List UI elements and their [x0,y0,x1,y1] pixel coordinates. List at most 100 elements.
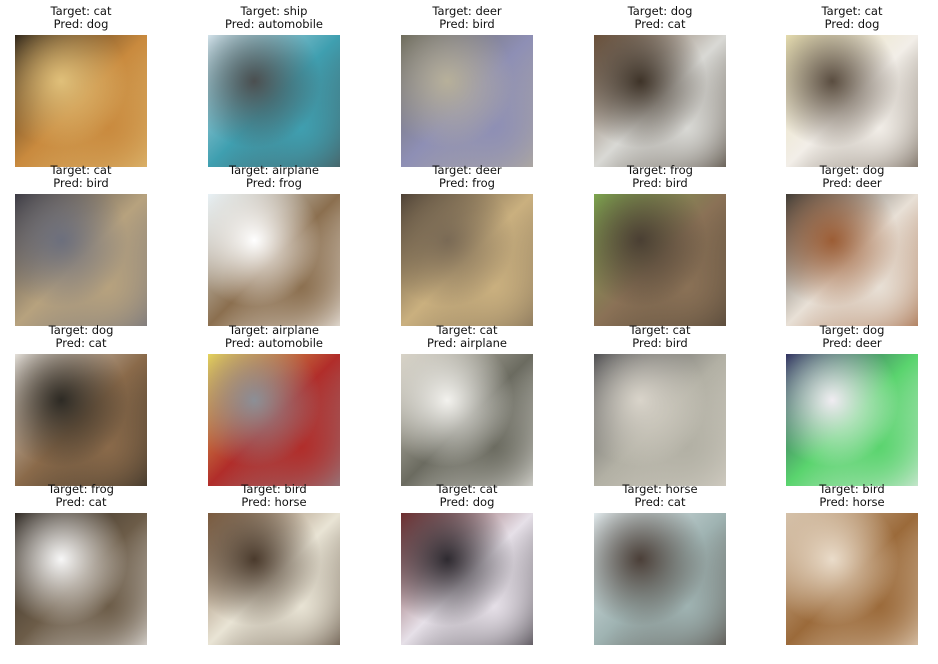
sample-title: Target: airplane Pred: frog [178,164,370,190]
target-label: Target: cat [629,323,691,337]
sample-title: Target: airplane Pred: automobile [178,324,370,350]
ship-photo-icon [208,35,340,167]
cat-photo-icon [594,354,726,486]
dog-photo-icon [15,354,147,486]
target-label: Target: airplane [229,323,319,337]
pred-label: Pred: cat [634,17,686,31]
sample-title: Target: bird Pred: horse [756,483,938,509]
pred-label: Pred: cat [55,495,107,509]
target-label: Target: cat [50,4,112,18]
target-label: Target: deer [432,163,502,177]
dog-photo-icon [594,35,726,167]
sample-cell: Target: deer Pred: bird [401,5,533,167]
target-label: Target: frog [627,163,693,177]
sample-title: Target: cat Pred: dog [756,5,938,31]
sample-cell: Target: horse Pred: cat [594,483,726,645]
sample-title: Target: dog Pred: deer [756,324,938,350]
sample-cell: Target: bird Pred: horse [208,483,340,645]
target-label: Target: airplane [229,163,319,177]
deer-photo-icon [401,194,533,326]
horse-photo-icon [594,513,726,645]
target-label: Target: bird [819,482,885,496]
airplane-photo-icon [208,194,340,326]
sample-cell: Target: cat Pred: airplane [401,324,533,486]
pred-label: Pred: deer [822,176,882,190]
target-label: Target: dog [819,323,885,337]
pred-label: Pred: horse [819,495,885,509]
target-label: Target: cat [50,163,112,177]
bird-photo-icon [786,513,918,645]
pred-label: Pred: deer [822,336,882,350]
sample-cell: Target: frog Pred: cat [15,483,147,645]
deer-photo-icon [401,35,533,167]
sample-cell: Target: cat Pred: bird [15,164,147,326]
sample-cell: Target: dog Pred: deer [786,164,918,326]
dog-photo-icon [786,354,918,486]
sample-title: Target: cat Pred: dog [0,5,177,31]
sample-title: Target: cat Pred: bird [564,324,756,350]
sample-cell: Target: bird Pred: horse [786,483,918,645]
sample-title: Target: cat Pred: airplane [371,324,563,350]
sample-title: Target: dog Pred: cat [0,324,177,350]
sample-title: Target: deer Pred: bird [371,5,563,31]
target-label: Target: cat [436,323,498,337]
sample-cell: Target: dog Pred: cat [594,5,726,167]
cat-photo-icon [401,354,533,486]
frog-photo-icon [594,194,726,326]
cat-photo-icon [786,35,918,167]
pred-label: Pred: automobile [225,336,323,350]
frog-photo-icon [15,513,147,645]
target-label: Target: horse [622,482,698,496]
cat-photo-icon [401,513,533,645]
pred-label: Pred: horse [241,495,307,509]
cat-photo-icon [15,194,147,326]
target-label: Target: deer [432,4,502,18]
sample-cell: Target: frog Pred: bird [594,164,726,326]
pred-label: Pred: frog [439,176,495,190]
pred-label: Pred: dog [439,495,495,509]
sample-title: Target: dog Pred: cat [564,5,756,31]
sample-cell: Target: cat Pred: dog [401,483,533,645]
sample-cell: Target: airplane Pred: automobile [208,324,340,486]
sample-cell: Target: dog Pred: deer [786,324,918,486]
sample-title: Target: cat Pred: bird [0,164,177,190]
target-label: Target: cat [436,482,498,496]
pred-label: Pred: bird [53,176,109,190]
pred-label: Pred: bird [439,17,495,31]
sample-cell: Target: dog Pred: cat [15,324,147,486]
sample-title: Target: frog Pred: bird [564,164,756,190]
cat-photo-icon [15,35,147,167]
sample-title: Target: deer Pred: frog [371,164,563,190]
sample-cell: Target: cat Pred: bird [594,324,726,486]
target-label: Target: cat [821,4,883,18]
pred-label: Pred: automobile [225,17,323,31]
pred-label: Pred: dog [53,17,109,31]
pred-label: Pred: bird [632,336,688,350]
target-label: Target: frog [48,482,114,496]
target-label: Target: ship [240,4,308,18]
sample-cell: Target: cat Pred: dog [15,5,147,167]
target-label: Target: bird [241,482,307,496]
sample-title: Target: cat Pred: dog [371,483,563,509]
target-label: Target: dog [819,163,885,177]
sample-cell: Target: ship Pred: automobile [208,5,340,167]
sample-title: Target: bird Pred: horse [178,483,370,509]
bird-photo-icon [208,513,340,645]
pred-label: Pred: airplane [427,336,507,350]
dog-photo-icon [786,194,918,326]
pred-label: Pred: bird [632,176,688,190]
pred-label: Pred: cat [634,495,686,509]
pred-label: Pred: dog [824,17,880,31]
sample-title: Target: dog Pred: deer [756,164,938,190]
pred-label: Pred: cat [55,336,107,350]
target-label: Target: dog [48,323,114,337]
target-label: Target: dog [627,4,693,18]
sample-title: Target: horse Pred: cat [564,483,756,509]
sample-cell: Target: airplane Pred: frog [208,164,340,326]
sample-cell: Target: deer Pred: frog [401,164,533,326]
sample-title: Target: frog Pred: cat [0,483,177,509]
sample-title: Target: ship Pred: automobile [178,5,370,31]
sample-cell: Target: cat Pred: dog [786,5,918,167]
pred-label: Pred: frog [246,176,302,190]
